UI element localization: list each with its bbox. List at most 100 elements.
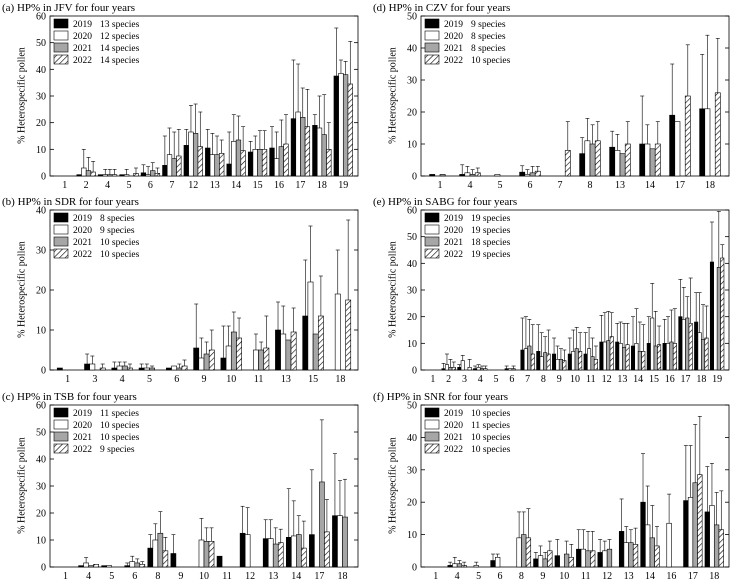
legend-swatch-2020 [53,30,69,41]
legend-year: 2019 [444,20,463,30]
bar-2022-18 [718,529,724,568]
x-tick-label: 8 [588,180,593,191]
bar-2020-14 [644,143,651,177]
bar-2022-6 [154,173,161,177]
y-tick-label: 30 [407,76,417,87]
bar-2022-11 [593,359,598,371]
bar-2021-14 [235,139,242,177]
bar-2022-13 [219,153,225,177]
legend-swatch-2021 [424,431,440,442]
x-tick-label: 5 [127,180,132,191]
legend-species: 19 species [471,250,511,260]
bar-2022-9 [562,360,567,371]
bar-2021-9 [558,359,563,371]
bar-2020-16 [666,522,672,568]
bar-2022-18 [345,299,352,371]
bar-2019-5 [101,565,107,568]
y-tick-label: 20 [36,509,46,520]
bar-2021-19 [716,267,721,371]
x-tick-label: 18 [705,180,715,191]
bar-2020-17 [687,497,694,568]
plot-frame [420,15,730,177]
y-tick-label: 0 [41,172,46,183]
x-tick-label: 10 [199,571,209,582]
x-tick-label: 16 [665,374,675,385]
legend-year: 2020 [444,421,463,431]
bar-2022-4 [461,565,467,568]
y-tick-label: 50 [407,12,417,23]
legend-swatch-2019 [53,407,69,418]
bar-2020-15 [650,317,655,371]
bar-2020-18 [709,505,715,568]
bar-2019-14 [285,537,292,568]
x-tick-label: 14 [645,571,655,582]
legend-year: 2021 [444,238,463,248]
legend: 2019 8 species 2020 9 species 2021 10 species… [53,212,140,260]
bar-2022-4 [93,564,99,568]
x-tick-label: 12 [602,571,612,582]
bar-2022-10 [208,541,215,568]
y-tick-label: 0 [41,563,46,574]
bar-2022-14 [240,150,246,177]
bar-2019-18 [312,125,318,177]
x-tick-label: 2 [446,374,451,385]
x-tick-label: 19 [338,180,348,191]
legend-species: 9 species [100,445,135,455]
x-tick-label: 6 [528,180,533,191]
bar-2019-3 [84,363,91,371]
bar-2019-6 [140,172,147,177]
x-tick-label: 6 [174,374,179,385]
bar-2022-4 [127,367,133,371]
x-tick-label: 6 [132,571,137,582]
bar-2019-11 [583,353,588,371]
y-tick-label: 60 [36,12,46,23]
y-tick-label: 0 [412,172,417,183]
bar-2022-19 [720,257,725,371]
panel-title: (c) HP% in TSB for four years [2,391,137,403]
bar-2022-12 [609,336,614,371]
bar-2019-6 [519,171,526,177]
x-tick-label: 17 [314,571,324,582]
bar-2020-17 [674,121,681,177]
legend-swatch-2019 [53,212,69,223]
x-tick-label: 9 [178,571,183,582]
bar-2020-13 [267,538,274,568]
x-tick-label: 1 [433,571,438,582]
legend-species: 8 species [471,44,506,54]
y-tick-label: 10 [407,140,417,151]
bar-2021-9 [203,353,210,371]
bar-2022-11 [263,347,270,371]
bar-2020-10 [225,345,232,371]
y-tick-label: 30 [407,286,417,297]
bar-2020-7 [166,154,173,177]
x-tick-label: 4 [86,571,91,582]
bar-2022-10 [578,351,583,371]
legend-year: 2022 [444,250,463,260]
x-tick-label: 11 [222,571,232,582]
y-tick-label: 20 [36,118,46,129]
bar-2019-19 [709,261,714,371]
x-tick-label: 16 [666,571,676,582]
bar-2020-8 [152,539,159,568]
bar-2021-2 [85,170,92,177]
legend-year: 2022 [73,56,92,66]
bar-2020-12 [244,534,251,568]
legend-year: 2021 [73,44,92,54]
bar-2019-13 [205,147,211,177]
bar-2019-14 [630,345,636,371]
legend-species: 10 species [471,445,511,455]
bar-2021-19 [342,74,349,177]
x-tick-label: 4 [105,180,110,191]
legend-swatch-2019 [424,18,440,29]
bar-2019-5 [138,367,145,371]
bar-2019-12 [239,532,246,568]
bar-2020-6 [145,174,151,177]
bar-2019-2 [441,368,446,371]
legend-swatch-2019 [53,18,69,29]
bar-2019-10 [220,357,227,371]
legend-swatch-2022 [424,248,440,259]
bar-2020-12 [602,550,608,568]
bar-2022-13 [624,143,631,177]
panel-sdr: (b) HP% in SDR for four years % Heterosp… [2,196,362,386]
x-tick-label: 4 [468,180,473,191]
